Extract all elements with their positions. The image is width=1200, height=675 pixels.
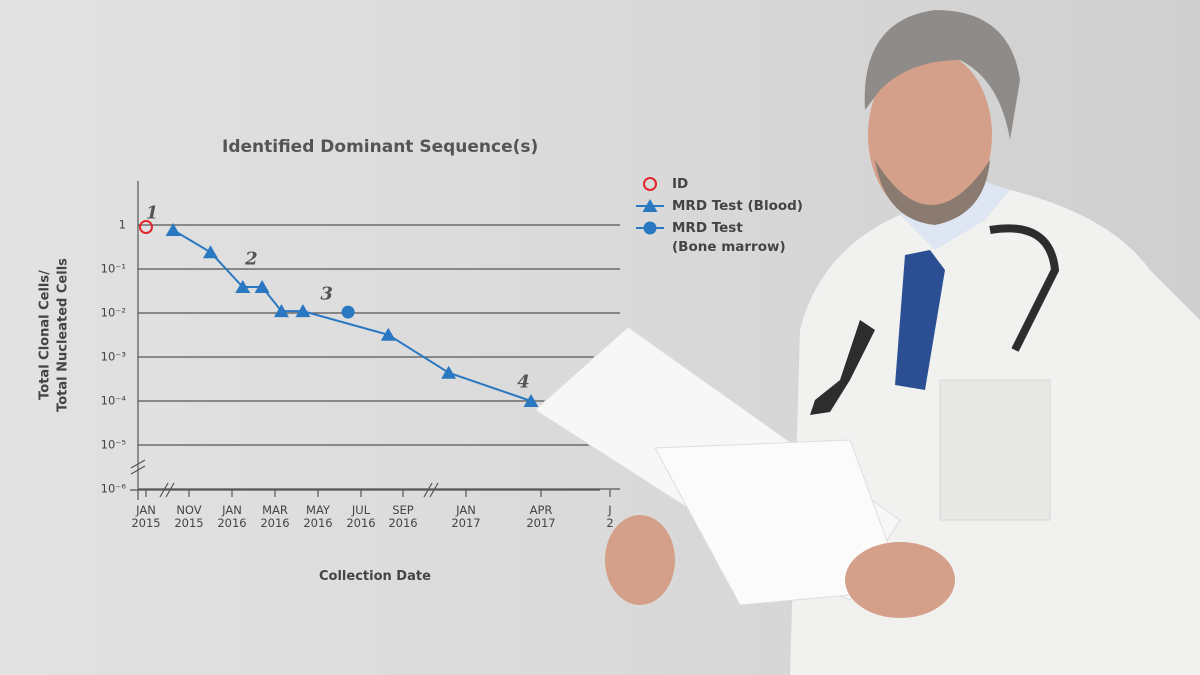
point	[235, 279, 251, 293]
x-tick-label: JUL 2016	[346, 503, 376, 531]
x-tick-label: SEP 2016	[388, 503, 418, 531]
point	[523, 394, 539, 407]
x-axis-title: Collection Date	[319, 569, 431, 584]
legend-marker	[643, 177, 657, 191]
y-tick-label: 10⁻⁴	[100, 393, 126, 408]
y-tick-label: 10⁻²	[100, 305, 126, 320]
chart-title: Identified Dominant Sequence(s)	[222, 137, 539, 157]
point	[441, 365, 457, 379]
legend-entry: MRD Test (Blood)	[636, 197, 803, 215]
point	[295, 304, 311, 318]
y-tick-label: 1	[118, 217, 126, 232]
point	[380, 327, 396, 341]
x-tick-label: JAN 2016	[217, 503, 247, 531]
point	[273, 304, 289, 318]
annotation: 2	[245, 248, 258, 270]
axis-break	[159, 482, 169, 498]
point	[341, 305, 355, 319]
annotation: 4	[517, 371, 530, 393]
beard	[875, 160, 990, 225]
axis-break	[429, 482, 439, 498]
annotation: 3	[320, 284, 333, 306]
x-tick-label: APR 2017	[526, 503, 556, 531]
legend-icon	[643, 177, 657, 191]
legend-entry: ID	[636, 175, 803, 193]
legend-label: ID	[672, 176, 689, 192]
legend-marker	[643, 221, 657, 235]
axis-break	[423, 482, 433, 498]
axis-break	[130, 459, 146, 469]
hand	[845, 542, 955, 618]
x-tick-label: JAN 2017	[451, 503, 481, 531]
tie	[895, 250, 945, 390]
hand	[605, 515, 675, 605]
point	[139, 220, 153, 235]
legend-icon	[636, 221, 664, 235]
legend: ID MRD Test (Blood) MRD Test (Bone marrow)	[636, 175, 803, 260]
x-tick-label: MAR 2016	[260, 503, 290, 531]
y-tick-label: 10⁻³	[100, 349, 126, 364]
legend-label: MRD Test (Blood)	[672, 198, 803, 215]
legend-icon	[636, 199, 664, 213]
y-tick-label: 10⁻¹	[100, 261, 126, 276]
y-tick-label: 10⁻⁶	[100, 481, 126, 496]
legend-entry: MRD Test (Bone marrow)	[636, 219, 803, 255]
x-tick-label: NOV 2015	[174, 503, 204, 531]
point	[254, 279, 270, 293]
x-tick-label: J 2	[606, 503, 614, 531]
pocket	[939, 379, 1051, 521]
point	[165, 222, 181, 236]
y-tick-label: 10⁻⁵	[100, 437, 126, 452]
face	[868, 50, 992, 220]
axis-break	[130, 465, 146, 475]
axis-break	[165, 482, 175, 498]
legend-label: MRD Test (Bone marrow)	[672, 220, 786, 255]
point	[203, 245, 218, 259]
stethoscope	[810, 320, 875, 415]
x-tick-label: MAY 2016	[303, 503, 333, 531]
annotation: 1	[145, 202, 159, 224]
legend-marker	[642, 199, 658, 213]
hair	[864, 10, 1020, 140]
x-tick-label: JAN 2015	[131, 503, 161, 531]
stethoscope-tube	[989, 224, 1060, 352]
